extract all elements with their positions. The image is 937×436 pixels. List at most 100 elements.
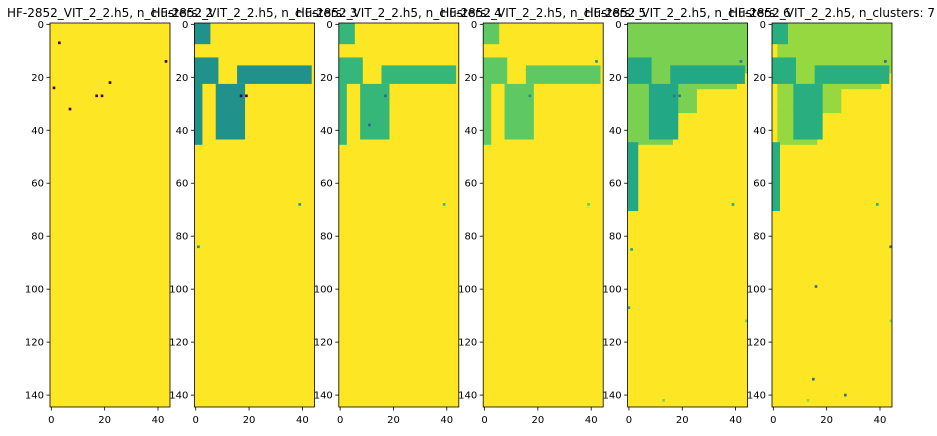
subplot-title: HF-2852_VIT_2_2.h5, n_clusters: 3 xyxy=(151,6,357,20)
y-tick-label: 20 xyxy=(176,73,189,84)
subplot-4: 0 20 40 0 20 40 60 80 100 120 140 HF-2852_VIT_2_2.h… xyxy=(440,6,646,426)
y-tick-label: 40 xyxy=(320,126,333,137)
x-tick-label: 40 xyxy=(874,415,887,426)
y-tick-label: 120 xyxy=(25,338,44,349)
heatmap-cell xyxy=(528,94,532,98)
y-tick-label: 80 xyxy=(31,232,44,243)
x-tick-label: 40 xyxy=(440,415,453,426)
x-tick-label: 40 xyxy=(152,415,165,426)
heatmap-region xyxy=(648,83,679,140)
y-tick-label: 60 xyxy=(31,179,44,190)
heatmap-cell xyxy=(68,107,72,111)
heatmap-region xyxy=(215,83,246,140)
y-tick-label: 0 xyxy=(760,20,766,31)
heatmap-region xyxy=(381,65,457,84)
heatmap-region xyxy=(237,65,312,84)
y-tick-label: 60 xyxy=(464,179,477,190)
heatmap-cell xyxy=(678,94,681,98)
y-tick-label: 40 xyxy=(176,126,189,137)
subplot-2: 0 20 40 0 20 40 60 80 100 120 140 HF-2852_VIT_2_2.h… xyxy=(151,6,357,426)
heatmap-region xyxy=(772,57,796,84)
y-tick-label: 60 xyxy=(609,179,622,190)
subplot-title: HF-2852_VIT_2_2.h5, n_clusters: 2 xyxy=(7,6,213,20)
heatmap-cell xyxy=(595,60,598,63)
heatmap-cell xyxy=(384,94,387,98)
y-tick-label: 140 xyxy=(169,391,188,402)
heatmap-cell xyxy=(844,393,847,397)
subplot-title: HF-2852_VIT_2_2.h5, n_clusters: 4 xyxy=(296,6,502,20)
axes-frame xyxy=(482,22,604,408)
y-tick-label: 0 xyxy=(471,20,477,31)
y-tick-label: 20 xyxy=(464,73,477,84)
axes-frame xyxy=(193,22,315,408)
heatmap-background xyxy=(338,23,459,407)
x-tick-label: 20 xyxy=(820,415,833,426)
heatmap-region xyxy=(194,23,211,45)
heatmap-cell xyxy=(876,203,879,206)
heatmap-region xyxy=(627,57,652,84)
subplot-6: 0 20 40 0 20 40 60 80 100 120 140 HF-2852_VIT_2_2.h… xyxy=(729,6,935,426)
y-tick-label: 80 xyxy=(753,232,766,243)
y-tick-label: 20 xyxy=(609,73,622,84)
heatmap-cell xyxy=(731,203,735,206)
x-tick-label: 0 xyxy=(626,415,632,426)
heatmap-cell xyxy=(587,203,590,206)
x-tick-label: 20 xyxy=(531,415,544,426)
heatmap-cell xyxy=(58,41,61,45)
heatmap-region xyxy=(814,65,890,84)
y-tick-label: 80 xyxy=(176,232,189,243)
heatmap-cell xyxy=(627,306,631,310)
x-tick-label: 20 xyxy=(243,415,256,426)
y-tick-label: 120 xyxy=(169,338,188,349)
subplot-5: 0 20 40 0 20 40 60 80 100 120 140 HF-2852_VIT_2_2.h… xyxy=(585,6,791,426)
heatmap-cell xyxy=(884,60,887,63)
heatmap-region xyxy=(194,81,203,145)
heatmap-cell xyxy=(197,245,200,249)
heatmap-cell xyxy=(672,94,676,98)
y-tick-label: 80 xyxy=(609,232,622,243)
heatmap-region xyxy=(504,83,534,140)
heatmap-region xyxy=(772,23,788,45)
heatmap-cell xyxy=(889,319,892,323)
axes-frame xyxy=(627,22,748,408)
y-tick-label: 140 xyxy=(458,391,477,402)
y-tick-label: 0 xyxy=(182,20,188,31)
y-tick-label: 40 xyxy=(609,126,622,137)
heatmap-region xyxy=(777,23,892,74)
heatmap-cell xyxy=(245,94,248,98)
y-tick-label: 40 xyxy=(464,126,477,137)
heatmap-cell xyxy=(164,60,168,63)
heatmap-cell xyxy=(889,245,892,249)
heatmap-region xyxy=(670,65,745,84)
heatmap-cell xyxy=(744,319,748,323)
heatmap-background xyxy=(194,23,315,407)
x-tick-label: 20 xyxy=(676,415,689,426)
y-tick-label: 120 xyxy=(314,338,333,349)
x-tick-label: 40 xyxy=(296,415,309,426)
y-tick-label: 120 xyxy=(747,338,766,349)
heatmap-region xyxy=(338,23,355,45)
heatmap-cell xyxy=(812,377,815,381)
subplot-3: 0 20 40 0 20 40 60 80 100 120 140 HF-2852_VIT_2_2.h… xyxy=(296,6,502,426)
x-tick-label: 0 xyxy=(481,415,487,426)
heatmap-region xyxy=(483,57,508,84)
heatmap-cell xyxy=(52,86,56,90)
heatmap-region xyxy=(627,142,639,212)
heatmap-cell xyxy=(368,123,371,127)
y-tick-label: 40 xyxy=(753,126,766,137)
heatmap-region xyxy=(483,81,492,145)
axes-frame xyxy=(338,22,460,408)
heatmap-cell xyxy=(739,60,743,63)
axes-frame xyxy=(771,22,893,408)
y-tick-label: 20 xyxy=(31,73,44,84)
y-tick-label: 100 xyxy=(25,285,44,296)
y-tick-label: 100 xyxy=(603,285,622,296)
y-tick-label: 100 xyxy=(169,285,188,296)
heatmap-cell xyxy=(239,94,243,98)
heatmap-cell xyxy=(814,285,818,288)
heatmap-region xyxy=(525,65,601,84)
y-tick-label: 140 xyxy=(603,391,622,402)
heatmap-region xyxy=(338,81,347,145)
heatmap-cell xyxy=(442,203,446,206)
heatmap-cell xyxy=(298,203,302,206)
